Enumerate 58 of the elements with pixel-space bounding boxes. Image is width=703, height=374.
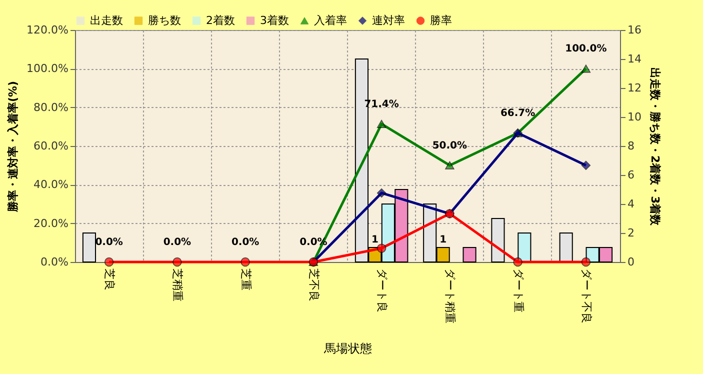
legend-label: 入着率 bbox=[314, 14, 347, 27]
bar bbox=[462, 247, 476, 262]
point bbox=[172, 257, 182, 267]
point bbox=[240, 257, 250, 267]
x-tick-label: ダート良 bbox=[376, 268, 389, 312]
x-tick-label: 芝良 bbox=[103, 268, 116, 290]
point bbox=[376, 120, 386, 128]
point bbox=[376, 244, 386, 253]
data-label: 100.0% bbox=[565, 44, 607, 55]
x-tick-label: 芝重 bbox=[239, 268, 252, 290]
y2-tick-label: 12 bbox=[628, 82, 642, 94]
x-tick-label: ダート重 bbox=[512, 268, 525, 312]
point bbox=[513, 257, 522, 267]
point bbox=[581, 64, 591, 73]
data-label: 66.7% bbox=[500, 108, 536, 120]
point bbox=[445, 161, 454, 170]
y-axis-title: 勝率・連対率・入着率(%) bbox=[6, 80, 20, 214]
point bbox=[376, 188, 386, 198]
bar bbox=[559, 232, 573, 262]
data-label: 0.0% bbox=[163, 237, 192, 248]
y-tick-label: 20.0% bbox=[34, 216, 68, 230]
point bbox=[581, 160, 591, 170]
y2-tick-label: 14 bbox=[628, 52, 642, 66]
y-tick-label: 100.0% bbox=[26, 62, 68, 76]
y-tick-label: 40.0% bbox=[34, 178, 68, 192]
y2-tick-label: 10 bbox=[628, 110, 642, 124]
y2-tick-label: 6 bbox=[628, 168, 634, 182]
bar bbox=[82, 232, 96, 262]
y-tick-label: 120.0% bbox=[26, 24, 68, 36]
y-tick-label: 60.0% bbox=[34, 140, 68, 152]
x-tick-label: 芝不良 bbox=[307, 268, 320, 302]
y-tick-label: 80.0% bbox=[34, 100, 68, 114]
legend-label: 勝ち数 bbox=[148, 14, 181, 27]
data-label: 50.0% bbox=[432, 140, 468, 152]
x-tick-label: 芝稍重 bbox=[171, 268, 184, 302]
data-label: 1 bbox=[440, 234, 447, 246]
bar bbox=[491, 218, 505, 262]
point bbox=[104, 257, 114, 267]
y2-axis-title: 出走数・勝ち数・2着数・3着数 bbox=[648, 67, 662, 227]
y2-tick-label: 0 bbox=[628, 256, 634, 268]
y2-tick-label: 16 bbox=[628, 24, 642, 36]
legend-label: 3着数 bbox=[260, 14, 289, 27]
y2-tick-label: 2 bbox=[628, 226, 634, 240]
legend-label: 出走数 bbox=[90, 14, 123, 27]
point bbox=[581, 257, 591, 267]
x-tick-label: ダート稍重 bbox=[444, 268, 457, 324]
y2-tick-label: 8 bbox=[628, 140, 634, 152]
y-tick-label: 0.0% bbox=[40, 256, 68, 268]
x-tick-label: ダート不良 bbox=[580, 268, 593, 324]
x-axis-title: 馬場状態 bbox=[323, 342, 372, 356]
data-label: 0.0% bbox=[95, 237, 123, 248]
y2-tick-label: 4 bbox=[628, 198, 634, 210]
data-label: 0.0% bbox=[231, 237, 260, 248]
legend-label: 勝率 bbox=[430, 14, 452, 27]
data-label: 1 bbox=[371, 234, 378, 246]
legend-label: 連対率 bbox=[372, 14, 405, 27]
bar bbox=[518, 232, 532, 262]
legend-label: 2着数 bbox=[206, 14, 235, 27]
